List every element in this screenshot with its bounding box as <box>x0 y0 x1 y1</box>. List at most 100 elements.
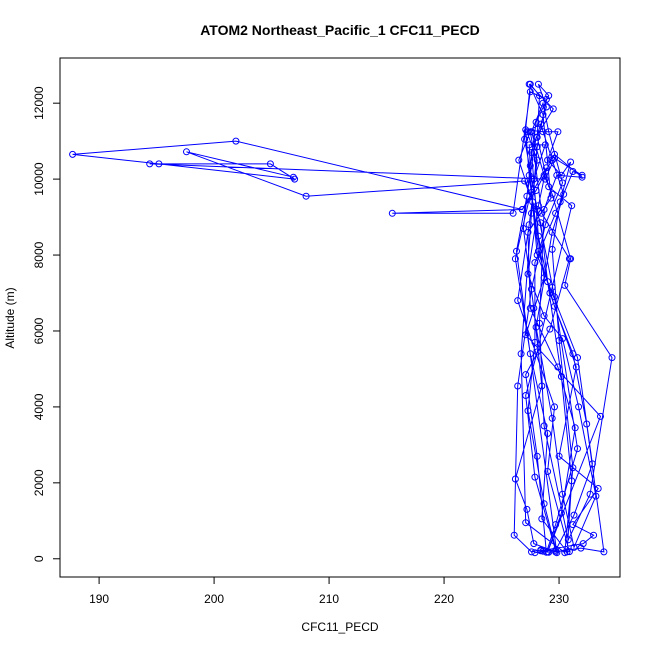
data-point <box>551 150 558 158</box>
data-point <box>557 171 565 179</box>
data-point <box>388 209 396 217</box>
data-point <box>568 202 576 210</box>
data-point <box>540 171 548 179</box>
data-point <box>530 540 538 548</box>
x-tick-label: 190 <box>89 592 109 606</box>
data-point <box>524 407 532 415</box>
data-point <box>526 80 534 88</box>
data-point <box>594 485 602 492</box>
data-point <box>513 247 520 255</box>
data-point <box>548 245 556 253</box>
data-point <box>542 548 550 556</box>
data-point <box>531 259 539 267</box>
data-point <box>568 477 576 485</box>
x-tick-label: 230 <box>549 592 569 606</box>
data-point <box>539 111 547 119</box>
data-point <box>578 173 586 181</box>
data-point <box>569 464 577 472</box>
data-point <box>518 206 526 213</box>
data-point <box>574 354 581 362</box>
chart-title: ATOM2 Northeast_Pacific_1 CFC11_PECD <box>200 22 480 38</box>
data-point <box>526 88 534 96</box>
data-point <box>514 297 522 305</box>
data-point <box>526 304 534 312</box>
data-point <box>536 92 543 100</box>
data-point <box>531 338 539 346</box>
data-point <box>533 452 541 460</box>
data-point <box>541 175 549 183</box>
data-point <box>534 202 542 210</box>
data-point <box>570 543 578 551</box>
data-point <box>526 162 534 170</box>
data-point <box>528 285 535 293</box>
data-point <box>546 289 554 297</box>
plot-frame <box>59 57 621 578</box>
data-point <box>553 171 561 179</box>
data-point <box>514 382 522 390</box>
data-point <box>545 183 553 191</box>
data-point <box>541 141 549 149</box>
y-axis-label: Altitude (m) <box>3 287 17 348</box>
data-point <box>545 128 553 136</box>
data-point <box>537 120 545 128</box>
data-point <box>529 198 537 206</box>
y-tick-label: 2000 <box>32 469 46 496</box>
data-point <box>522 371 530 379</box>
data-point <box>524 228 532 236</box>
data-point <box>534 247 542 255</box>
data-point <box>155 160 163 168</box>
data-point <box>538 209 546 217</box>
data-point <box>183 148 190 156</box>
data-point <box>533 143 541 151</box>
data-point <box>538 382 546 390</box>
data-point <box>548 283 556 291</box>
data-point <box>523 192 531 200</box>
data-point <box>533 251 541 259</box>
data-point <box>574 445 581 453</box>
data-point <box>531 473 539 481</box>
y-tick-label: 8000 <box>32 241 46 268</box>
data-point <box>548 228 556 236</box>
data-point <box>526 128 534 136</box>
data-point <box>542 164 550 172</box>
data-point <box>551 403 558 411</box>
data-point <box>540 312 548 320</box>
x-axis: 190 200 210 220 230 <box>89 576 569 606</box>
data-point <box>544 430 552 437</box>
x-tick-label: 220 <box>434 592 454 606</box>
data-point <box>537 219 545 227</box>
data-point <box>539 99 547 107</box>
data-point <box>530 304 538 312</box>
y-tick-label: 4000 <box>32 393 46 420</box>
data-point <box>597 412 604 420</box>
data-point <box>517 350 525 358</box>
data-point <box>567 158 575 166</box>
data-point <box>583 420 591 428</box>
y-axis: 0 2000 4000 6000 8000 10000 12000 <box>32 86 61 562</box>
y-tick-label: 10000 <box>32 162 46 196</box>
data-point <box>575 403 583 411</box>
y-tick-label: 0 <box>32 555 46 562</box>
data-point <box>548 190 556 198</box>
data-point <box>511 255 519 263</box>
data-point <box>569 168 577 175</box>
data-point <box>533 348 541 356</box>
data-point <box>551 154 558 162</box>
data-point <box>559 490 566 498</box>
data-point <box>554 128 562 136</box>
data-point <box>551 302 558 310</box>
data-point <box>69 150 77 158</box>
data-point <box>523 128 531 136</box>
data-point <box>538 515 546 523</box>
data-point <box>590 531 598 539</box>
data-point <box>525 171 533 179</box>
data-point <box>552 209 560 217</box>
data-point <box>521 135 529 143</box>
data-point <box>564 536 572 544</box>
data-point <box>511 475 519 483</box>
data-point <box>569 521 577 529</box>
data-point <box>534 80 542 88</box>
data-point <box>521 177 529 185</box>
data-point <box>548 414 556 422</box>
data-point <box>524 270 532 278</box>
